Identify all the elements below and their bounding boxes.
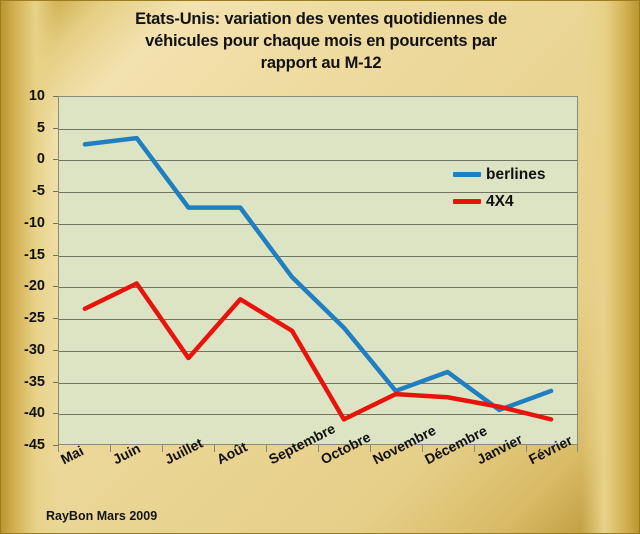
y-tick-mark: [53, 286, 58, 288]
x-tick-mark: [162, 445, 163, 452]
x-tick-mark: [422, 445, 423, 452]
series-line-4x4: [82, 281, 554, 422]
legend-label-berlines: berlines: [486, 165, 546, 183]
series-layer: [82, 135, 554, 422]
chart-title-line-3: rapport au M-12: [260, 53, 382, 72]
y-tick-mark: [53, 413, 58, 415]
gridline: [59, 223, 577, 225]
x-tick-mark: [577, 445, 578, 452]
y-tick-label: -30: [24, 341, 45, 358]
y-tick-mark: [53, 159, 58, 161]
gridline: [59, 319, 577, 321]
y-tick-mark: [53, 127, 58, 129]
y-tick-label: 5: [36, 119, 45, 136]
y-tick-mark: [53, 222, 58, 224]
x-tick-mark: [58, 445, 59, 452]
x-tick-mark: [526, 445, 527, 452]
y-tick-label: -40: [24, 405, 45, 422]
chart-title-line-2: véhicules pour chaque mois en pourcents …: [145, 31, 497, 50]
y-tick-label: -10: [24, 214, 45, 231]
x-tick-mark: [370, 445, 371, 452]
series-line-berlines: [82, 135, 554, 413]
x-tick-mark: [266, 445, 267, 452]
y-tick-label: -15: [24, 246, 45, 263]
y-tick-label: 10: [28, 88, 45, 104]
y-tick-mark: [53, 96, 58, 97]
gridline: [59, 382, 577, 384]
y-tick-label: -35: [24, 373, 45, 390]
y-tick-label: 0: [36, 151, 45, 168]
y-tick-label: -20: [24, 278, 45, 295]
chart-title-line-1: Etats-Unis: variation des ventes quotidi…: [135, 10, 507, 28]
legend-swatch-4x4: [453, 199, 481, 204]
plot-wrapper: [58, 96, 578, 445]
y-tick-mark: [53, 349, 58, 351]
y-tick-mark: [53, 191, 58, 193]
legend-label-4x4: 4X4: [486, 192, 514, 210]
y-tick-label: -25: [24, 310, 45, 327]
y-tick-label: -5: [32, 183, 45, 200]
y-tick-mark: [53, 445, 58, 446]
x-axis-labels: Mai Juin Juillet Août Septembre Octobre Novemb…: [58, 420, 598, 513]
gridline: [59, 192, 577, 194]
x-tick-mark: [318, 445, 319, 452]
chart-credit: RayBon Mars 2009: [46, 509, 158, 523]
legend-item-4x4: 4X4: [453, 188, 573, 215]
x-axis-ticks: [58, 445, 578, 453]
gridlines: [59, 97, 577, 444]
y-tick-mark: [53, 254, 58, 256]
x-tick-mark: [214, 445, 215, 452]
gridline: [59, 128, 577, 130]
x-tick-mark: [110, 445, 111, 452]
gridline: [59, 287, 577, 289]
gridline: [59, 160, 577, 162]
legend: berlines 4X4: [453, 161, 573, 215]
legend-swatch-berlines: [453, 172, 481, 177]
y-tick-mark: [53, 381, 58, 383]
legend-item-berlines: berlines: [453, 161, 573, 188]
y-tick-label: -45: [24, 437, 45, 453]
plot-area: [58, 96, 578, 445]
y-tick-mark: [53, 318, 58, 320]
gridline: [59, 414, 577, 416]
x-tick-mark: [474, 445, 475, 452]
gridline: [59, 255, 577, 257]
gridline: [59, 350, 577, 352]
chart-title: Etats-Unis: variation des ventes quotidi…: [61, 9, 581, 75]
y-axis: 10 5 0 -5 -10 -15 -20 -25 -30 -35 -40 -45: [1, 88, 58, 453]
